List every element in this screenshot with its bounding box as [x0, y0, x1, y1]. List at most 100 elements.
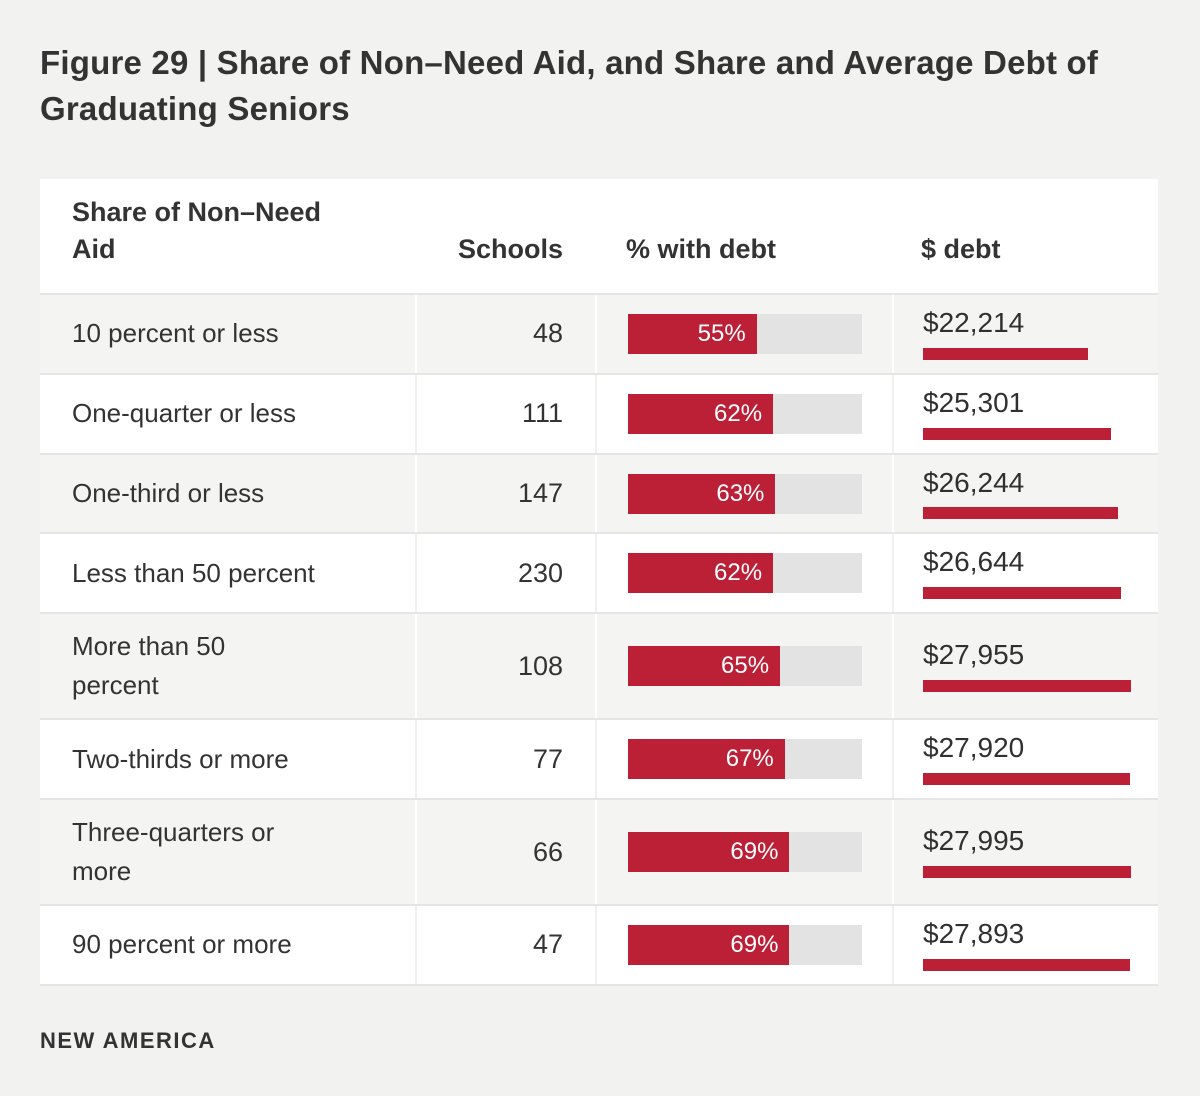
aid-share-cell: More than 50 percent: [40, 614, 415, 718]
pct-value-label: 55%: [697, 319, 746, 347]
pct-bar-fill: 55%: [628, 313, 757, 354]
pct-with-debt-cell: 63%: [595, 454, 892, 533]
aid-share-cell: One-third or less: [40, 455, 415, 533]
pct-with-debt-cell: 65%: [595, 614, 892, 719]
avg-debt-cell: $27,955: [892, 614, 1158, 719]
table-row: 10 percent or less 48 55% $22,214: [40, 293, 1158, 373]
pct-with-debt-cell: 69%: [595, 906, 892, 984]
pct-bar-track: 67%: [628, 739, 862, 780]
schools-count-cell: 147: [415, 454, 595, 533]
schools-count-cell: 111: [415, 374, 595, 453]
aid-share-label: Less than 50 percent: [72, 557, 315, 588]
debt-bar: [923, 427, 1111, 440]
table-row: Three-quarters or more 66 69% $27,995: [40, 798, 1158, 905]
pct-bar-fill: 67%: [628, 739, 785, 780]
aid-share-label: Three-quarters or more: [72, 817, 275, 887]
debt-bar: [923, 680, 1131, 693]
debt-bar-track: [923, 347, 1131, 360]
pct-value-label: 62%: [714, 559, 763, 587]
pct-with-debt-cell: 62%: [595, 534, 892, 613]
pct-value-label: 62%: [714, 399, 763, 427]
debt-value-label: $27,955: [923, 639, 1025, 671]
debt-bar: [923, 958, 1131, 971]
pct-bar-fill: 63%: [628, 473, 776, 514]
data-table-card: Share of Non–Need Aid Schools % with deb…: [40, 179, 1158, 986]
table-row: One-third or less 147 63% $26,244: [40, 452, 1158, 533]
pct-value-label: 67%: [725, 745, 774, 773]
debt-bar-track: [923, 427, 1131, 440]
schools-count: 77: [532, 743, 563, 774]
schools-count-cell: 108: [415, 614, 595, 719]
avg-debt-cell: $25,301: [892, 374, 1158, 453]
schools-count: 66: [532, 836, 563, 867]
pct-bar-track: 62%: [628, 393, 862, 434]
aid-share-cell: One-quarter or less: [40, 375, 415, 453]
pct-bar-track: 69%: [628, 832, 862, 873]
pct-bar-fill: 69%: [628, 924, 790, 965]
debt-value-label: $25,301: [923, 386, 1025, 418]
aid-share-label: Two-thirds or more: [72, 743, 289, 774]
schools-count: 48: [532, 318, 563, 349]
debt-bar-track: [923, 587, 1131, 600]
aid-share-cell: Two-thirds or more: [40, 720, 415, 798]
table-header-row: Share of Non–Need Aid Schools % with deb…: [40, 179, 1158, 294]
debt-bar-track: [923, 865, 1131, 878]
schools-count: 147: [517, 478, 563, 509]
avg-debt-cell: $22,214: [892, 295, 1158, 373]
schools-count-cell: 48: [415, 295, 595, 373]
pct-with-debt-cell: 55%: [595, 295, 892, 373]
aid-share-cell: Three-quarters or more: [40, 800, 415, 904]
avg-debt-cell: $27,893: [892, 906, 1158, 984]
aid-share-cell: Less than 50 percent: [40, 534, 415, 612]
debt-value-label: $22,214: [923, 307, 1025, 339]
schools-count-cell: 230: [415, 534, 595, 613]
schools-count: 230: [517, 557, 563, 588]
debt-bar-track: [923, 507, 1131, 520]
aid-share-label: More than 50 percent: [72, 631, 226, 701]
schools-count-cell: 77: [415, 720, 595, 799]
table-row: Two-thirds or more 77 67% $27,920: [40, 718, 1158, 799]
aid-share-label: 90 percent or more: [72, 929, 292, 960]
debt-bar: [923, 587, 1121, 600]
pct-bar-fill: 65%: [628, 646, 781, 687]
debt-value-label: $27,920: [923, 732, 1025, 764]
pct-with-debt-cell: 69%: [595, 800, 892, 905]
aid-share-cell: 90 percent or more: [40, 906, 415, 984]
debt-bar-track: [923, 680, 1131, 693]
aid-share-label: 10 percent or less: [72, 318, 279, 349]
avg-debt-cell: $27,995: [892, 800, 1158, 905]
column-header-dollar-debt: $ debt: [921, 233, 1001, 264]
pct-value-label: 69%: [730, 838, 779, 866]
pct-bar-fill: 62%: [628, 553, 774, 594]
column-header-aid-share: Share of Non–Need Aid: [72, 197, 322, 264]
table-row: One-quarter or less 111 62% $25,301: [40, 372, 1158, 453]
schools-count: 111: [521, 398, 563, 429]
debt-value-label: $26,244: [923, 466, 1025, 498]
pct-bar-fill: 69%: [628, 832, 790, 873]
table-row: More than 50 percent 108 65% $27,955: [40, 612, 1158, 719]
debt-bar: [923, 773, 1131, 786]
debt-bar-track: [923, 773, 1131, 786]
debt-bar-track: [923, 958, 1131, 971]
column-header-schools: Schools: [457, 233, 563, 264]
aid-share-cell: 10 percent or less: [40, 295, 415, 373]
avg-debt-cell: $26,244: [892, 454, 1158, 533]
debt-value-label: $27,893: [923, 918, 1025, 950]
debt-bar: [923, 865, 1131, 878]
debt-value-label: $27,995: [923, 825, 1025, 857]
table-row: Less than 50 percent 230 62% $26,644: [40, 532, 1158, 613]
pct-bar-track: 62%: [628, 553, 862, 594]
aid-share-label: One-third or less: [72, 478, 265, 509]
pct-with-debt-cell: 67%: [595, 720, 892, 799]
pct-bar-track: 63%: [628, 473, 862, 514]
schools-count: 47: [532, 929, 563, 960]
figure-title: Figure 29 | Share of Non–Need Aid, and S…: [40, 44, 1099, 127]
pct-value-label: 65%: [721, 652, 770, 680]
schools-count: 108: [517, 650, 563, 681]
avg-debt-cell: $27,920: [892, 720, 1158, 799]
column-header-pct-debt: % with debt: [626, 233, 776, 264]
schools-count-cell: 66: [415, 800, 595, 905]
table-body: 10 percent or less 48 55% $22,214 One-qu…: [40, 293, 1158, 984]
debt-value-label: $26,644: [923, 546, 1025, 578]
pct-with-debt-cell: 62%: [595, 374, 892, 453]
